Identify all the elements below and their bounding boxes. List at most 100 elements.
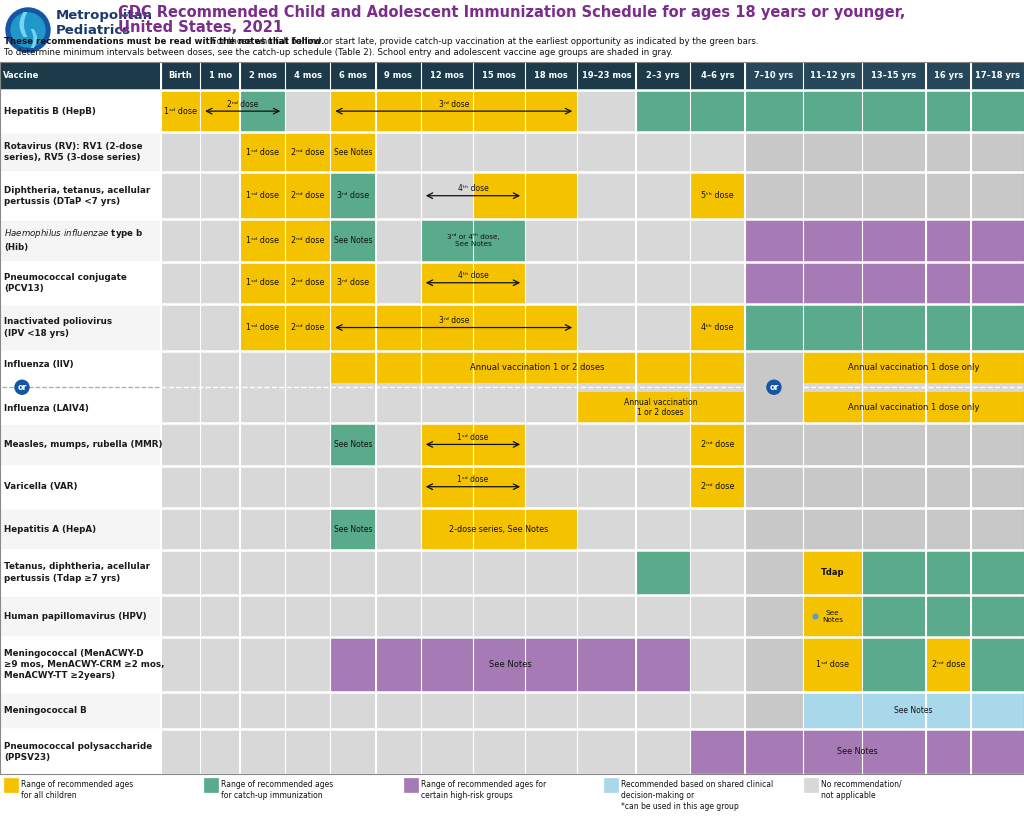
Bar: [421, 383, 472, 392]
Bar: [161, 304, 200, 351]
Text: (: (: [26, 26, 36, 46]
Bar: [971, 220, 1024, 262]
Text: Annual vaccination 1 dose only: Annual vaccination 1 dose only: [848, 362, 979, 371]
Bar: [971, 508, 1024, 550]
Bar: [525, 90, 577, 132]
Text: For those who fall behind or start late, provide catch-up vaccination at the ear: For those who fall behind or start late,…: [209, 37, 758, 46]
Bar: [926, 392, 971, 424]
Bar: [744, 62, 803, 90]
Bar: [636, 424, 690, 466]
Bar: [578, 730, 636, 774]
Bar: [690, 132, 744, 172]
Bar: [804, 351, 862, 424]
Bar: [636, 730, 690, 774]
Text: 1ˢᵈ dose: 1ˢᵈ dose: [246, 148, 279, 157]
Bar: [404, 778, 418, 792]
Bar: [331, 62, 375, 90]
Bar: [971, 132, 1024, 172]
Bar: [804, 595, 862, 637]
Text: 1ˢᵈ dose: 1ˢᵈ dose: [458, 475, 488, 484]
Bar: [926, 730, 971, 774]
Text: 2-dose series, See Notes: 2-dose series, See Notes: [450, 525, 549, 534]
Bar: [285, 637, 330, 692]
Text: 19–23 mos: 19–23 mos: [582, 72, 631, 81]
Bar: [804, 220, 862, 262]
Bar: [578, 351, 636, 424]
Text: 1 mo: 1 mo: [209, 72, 231, 81]
Bar: [525, 595, 577, 637]
Bar: [926, 351, 971, 383]
Bar: [0, 172, 161, 220]
Bar: [578, 304, 636, 351]
Bar: [804, 466, 862, 508]
Bar: [971, 392, 1024, 424]
Bar: [421, 550, 472, 595]
Bar: [285, 132, 330, 172]
Text: See Notes: See Notes: [334, 148, 373, 157]
Bar: [201, 262, 240, 304]
Bar: [201, 172, 240, 220]
Bar: [636, 304, 690, 351]
Bar: [636, 637, 690, 692]
Text: Range of recommended ages
for all children: Range of recommended ages for all childr…: [22, 780, 133, 800]
Text: $\it{Haemophilus\ influenzae}$ type b: $\it{Haemophilus\ influenzae}$ type b: [4, 227, 143, 240]
Bar: [473, 90, 524, 132]
Text: United States, 2021: United States, 2021: [118, 20, 283, 36]
Bar: [971, 595, 1024, 637]
Bar: [285, 466, 330, 508]
Bar: [744, 132, 803, 172]
Bar: [578, 351, 636, 383]
Bar: [862, 351, 925, 383]
Bar: [473, 550, 524, 595]
Bar: [744, 595, 803, 637]
Bar: [161, 62, 200, 90]
Text: 4ᵗʰ dose: 4ᵗʰ dose: [458, 184, 488, 193]
Bar: [525, 730, 577, 774]
Text: 2ⁿᵈ dose: 2ⁿᵈ dose: [227, 100, 258, 109]
Bar: [473, 262, 524, 304]
Bar: [285, 392, 330, 424]
Bar: [331, 730, 375, 774]
Bar: [0, 637, 161, 692]
Bar: [376, 637, 421, 692]
Text: Tdap: Tdap: [821, 568, 845, 577]
Bar: [690, 550, 744, 595]
Bar: [525, 392, 577, 424]
Bar: [636, 262, 690, 304]
Bar: [804, 90, 862, 132]
Bar: [971, 62, 1024, 90]
Text: 3ʳᵈ dose: 3ʳᵈ dose: [438, 100, 469, 109]
Text: Birth: Birth: [169, 72, 193, 81]
Bar: [331, 692, 375, 730]
Bar: [804, 550, 862, 595]
Bar: [0, 351, 161, 424]
Bar: [862, 351, 925, 424]
Bar: [201, 132, 240, 172]
Bar: [744, 508, 803, 550]
Bar: [240, 220, 285, 262]
Bar: [0, 0, 1024, 62]
Bar: [926, 424, 971, 466]
Bar: [690, 595, 744, 637]
Bar: [525, 508, 577, 550]
Text: See Notes: See Notes: [334, 440, 373, 449]
Text: No recommendation/
not applicable: No recommendation/ not applicable: [821, 780, 901, 800]
Bar: [804, 351, 862, 383]
Bar: [804, 392, 862, 424]
Bar: [376, 262, 421, 304]
Bar: [421, 730, 472, 774]
Bar: [331, 550, 375, 595]
Bar: [421, 90, 472, 132]
Bar: [525, 262, 577, 304]
Bar: [421, 595, 472, 637]
Text: Metropolitan: Metropolitan: [56, 8, 153, 21]
Bar: [0, 692, 161, 730]
Bar: [926, 351, 971, 424]
Bar: [201, 637, 240, 692]
Bar: [525, 304, 577, 351]
Bar: [331, 392, 375, 424]
Bar: [862, 172, 925, 220]
Text: 2ⁿᵈ dose: 2ⁿᵈ dose: [700, 482, 734, 491]
Bar: [971, 730, 1024, 774]
Bar: [285, 90, 330, 132]
